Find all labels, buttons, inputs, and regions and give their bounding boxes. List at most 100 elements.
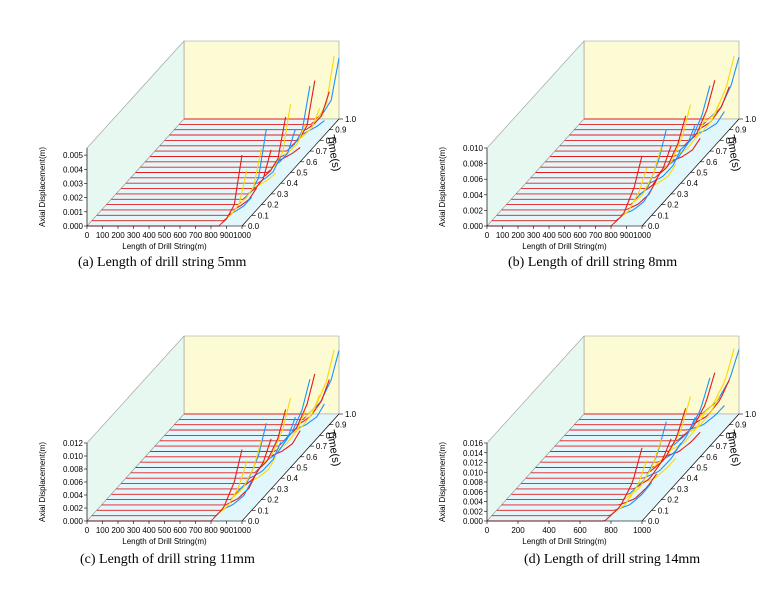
z-tick-label: 0.6 bbox=[306, 453, 318, 462]
y-tick-label: 0.014 bbox=[463, 449, 484, 458]
y-tick-label: 0.008 bbox=[463, 478, 484, 487]
y-tick-label: 0.000 bbox=[63, 517, 84, 526]
x-tick-label: 1000 bbox=[233, 526, 251, 535]
x-tick-label: 100 bbox=[96, 526, 110, 535]
y-tick-label: 0.005 bbox=[63, 151, 84, 160]
z-tick-label: 0.3 bbox=[677, 485, 689, 494]
x-tick-label: 1000 bbox=[633, 231, 651, 240]
y-tick-label: 0.000 bbox=[463, 222, 484, 231]
x-tick-label: 400 bbox=[542, 231, 556, 240]
z-tick-label: 0.4 bbox=[287, 179, 299, 188]
caption-b: (b) Length of drill string 8mm bbox=[508, 255, 677, 271]
y-tick-label: 0.008 bbox=[63, 465, 84, 474]
y-tick-label: 0.000 bbox=[63, 222, 84, 231]
x-tick-label: 500 bbox=[158, 231, 172, 240]
z-tick-label: 0.5 bbox=[297, 169, 309, 178]
x-tick-label: 800 bbox=[204, 231, 218, 240]
y-tick-label: 0.000 bbox=[463, 517, 484, 526]
z-tick-label: 0.4 bbox=[687, 474, 699, 483]
y-tick-label: 0.002 bbox=[463, 507, 484, 516]
y-tick-label: 0.002 bbox=[463, 206, 484, 215]
z-tick-label: 0.9 bbox=[735, 421, 747, 430]
x-tick-label: 200 bbox=[511, 526, 525, 535]
z-tick-label: 0.5 bbox=[697, 464, 709, 473]
z-tick-label: 0.6 bbox=[706, 453, 718, 462]
x-tick-label: 600 bbox=[173, 526, 187, 535]
x-tick-label: 1000 bbox=[233, 231, 251, 240]
y-tick-label: 0.006 bbox=[63, 478, 84, 487]
y-tick-label: 0.006 bbox=[463, 488, 484, 497]
z-tick-label: 0.2 bbox=[667, 201, 679, 210]
z-tick-label: 0.5 bbox=[697, 169, 709, 178]
z-tick-label: 0.7 bbox=[716, 442, 728, 451]
z-tick-label: 0.3 bbox=[277, 190, 289, 199]
x-tick-label: 500 bbox=[158, 526, 172, 535]
y-tick-label: 0.008 bbox=[463, 160, 484, 169]
z-tick-label: 0.1 bbox=[258, 506, 270, 515]
y-tick-label: 0.002 bbox=[63, 194, 84, 203]
x-tick-label: 300 bbox=[127, 231, 141, 240]
z-tick-label: 0.9 bbox=[335, 421, 347, 430]
z-tick-label: 0.5 bbox=[297, 464, 309, 473]
back-wall bbox=[584, 41, 739, 119]
x-axis-label: Length of Drill String(m) bbox=[122, 537, 207, 546]
chart-d-svg: 0.0000.0020.0040.0060.0080.0100.0120.014… bbox=[420, 335, 783, 555]
z-tick-label: 0.0 bbox=[648, 222, 660, 231]
y-tick-label: 0.012 bbox=[63, 439, 84, 448]
y-tick-label: 0.004 bbox=[463, 498, 484, 507]
y-tick-label: 0.004 bbox=[63, 165, 84, 174]
series-line bbox=[526, 478, 645, 479]
z-tick-label: 0.4 bbox=[687, 179, 699, 188]
x-tick-label: 400 bbox=[142, 526, 156, 535]
z-tick-label: 0.0 bbox=[648, 517, 660, 526]
z-tick-label: 0.2 bbox=[267, 496, 279, 505]
caption-c: (c) Length of drill string 11mm bbox=[80, 552, 255, 568]
x-tick-label: 100 bbox=[96, 231, 110, 240]
back-wall bbox=[184, 41, 339, 119]
x-tick-label: 0 bbox=[485, 231, 490, 240]
z-tick-label: 0.7 bbox=[316, 442, 328, 451]
z-tick-label: 0.7 bbox=[316, 147, 328, 156]
z-tick-label: 0.9 bbox=[735, 126, 747, 135]
y-tick-label: 0.001 bbox=[63, 208, 84, 217]
y-tick-label: 0.002 bbox=[63, 504, 84, 513]
x-tick-label: 200 bbox=[111, 231, 125, 240]
y-tick-label: 0.006 bbox=[463, 175, 484, 184]
x-tick-label: 0 bbox=[85, 231, 90, 240]
x-tick-label: 200 bbox=[111, 526, 125, 535]
x-tick-label: 300 bbox=[127, 526, 141, 535]
x-tick-label: 900 bbox=[620, 231, 634, 240]
x-tick-label: 200 bbox=[511, 231, 525, 240]
z-tick-label: 0.3 bbox=[677, 190, 689, 199]
x-tick-label: 700 bbox=[189, 231, 203, 240]
y-axis-label: Axial Displacement(m) bbox=[38, 147, 47, 227]
x-tick-label: 700 bbox=[189, 526, 203, 535]
x-tick-label: 600 bbox=[573, 526, 587, 535]
z-tick-label: 0.1 bbox=[258, 211, 270, 220]
x-tick-label: 900 bbox=[220, 526, 234, 535]
x-tick-label: 100 bbox=[496, 231, 510, 240]
x-tick-label: 0 bbox=[485, 526, 490, 535]
caption-d: (d) Length of drill string 14mm bbox=[524, 552, 700, 568]
z-tick-label: 1.0 bbox=[345, 410, 357, 419]
z-tick-label: 0.2 bbox=[667, 496, 679, 505]
x-tick-label: 300 bbox=[527, 231, 541, 240]
y-tick-label: 0.012 bbox=[463, 459, 484, 468]
z-tick-label: 1.0 bbox=[345, 115, 357, 124]
z-tick-label: 0.6 bbox=[306, 158, 318, 167]
x-tick-label: 400 bbox=[542, 526, 556, 535]
x-tick-label: 800 bbox=[604, 526, 618, 535]
y-tick-label: 0.004 bbox=[63, 491, 84, 500]
z-tick-label: 0.7 bbox=[716, 147, 728, 156]
x-tick-label: 1000 bbox=[633, 526, 651, 535]
x-tick-label: 600 bbox=[573, 231, 587, 240]
y-tick-label: 0.016 bbox=[463, 439, 484, 448]
z-tick-label: 0.0 bbox=[248, 517, 260, 526]
y-tick-label: 0.003 bbox=[63, 179, 84, 188]
z-tick-label: 0.4 bbox=[287, 474, 299, 483]
